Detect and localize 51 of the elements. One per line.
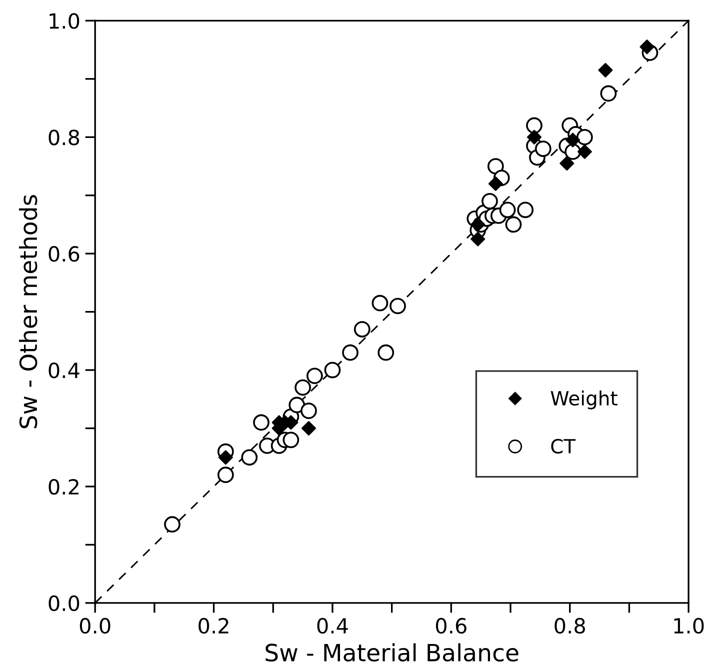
point (566, 132, 580, 148)
point (342, 344, 358, 361)
y-axis-title: Sw - Other methods (18, 195, 38, 428)
point (390, 298, 406, 314)
point (600, 85, 617, 102)
point (301, 420, 316, 436)
y-tick-label: 0.8 (48, 130, 80, 146)
y-tick-label: 0.4 (48, 362, 80, 378)
x-tick-label: 0.2 (198, 618, 228, 634)
point (470, 217, 486, 232)
point (217, 466, 234, 484)
point (505, 216, 522, 233)
x-axis-title: Sw - Material Balance (266, 643, 518, 662)
point (253, 414, 270, 431)
x-tick-label: 0.4 (317, 618, 348, 634)
point (300, 402, 317, 419)
point (282, 432, 300, 448)
point (482, 193, 498, 210)
x-tick-label: 0.8 (554, 618, 585, 634)
point (470, 232, 486, 246)
point (560, 156, 574, 171)
legend-label: CT (551, 438, 576, 454)
point (294, 379, 311, 396)
point (576, 128, 593, 146)
point (324, 362, 341, 378)
point (517, 202, 534, 218)
point (488, 176, 503, 191)
x-tick-label: 0.6 (436, 618, 466, 634)
legend-label: Weight (550, 390, 618, 410)
point (218, 450, 233, 465)
point (354, 321, 370, 338)
y-tick-label: 1.0 (50, 13, 80, 29)
point (526, 130, 542, 144)
point (164, 516, 180, 533)
point (534, 140, 552, 157)
y-tick-label: 0.0 (48, 595, 80, 612)
point (378, 344, 394, 361)
point (306, 368, 323, 384)
y-tick-label: 0.6 (48, 246, 80, 262)
point (577, 144, 592, 159)
point (487, 158, 504, 174)
point (526, 117, 542, 134)
point (241, 449, 258, 466)
point (372, 294, 388, 312)
point (499, 202, 516, 218)
x-tick-label: 1.0 (674, 618, 704, 634)
point (288, 396, 306, 414)
point (598, 62, 613, 78)
point (640, 40, 654, 54)
x-tick-label: 0.0 (80, 618, 110, 634)
y-tick-label: 0.2 (48, 478, 78, 495)
